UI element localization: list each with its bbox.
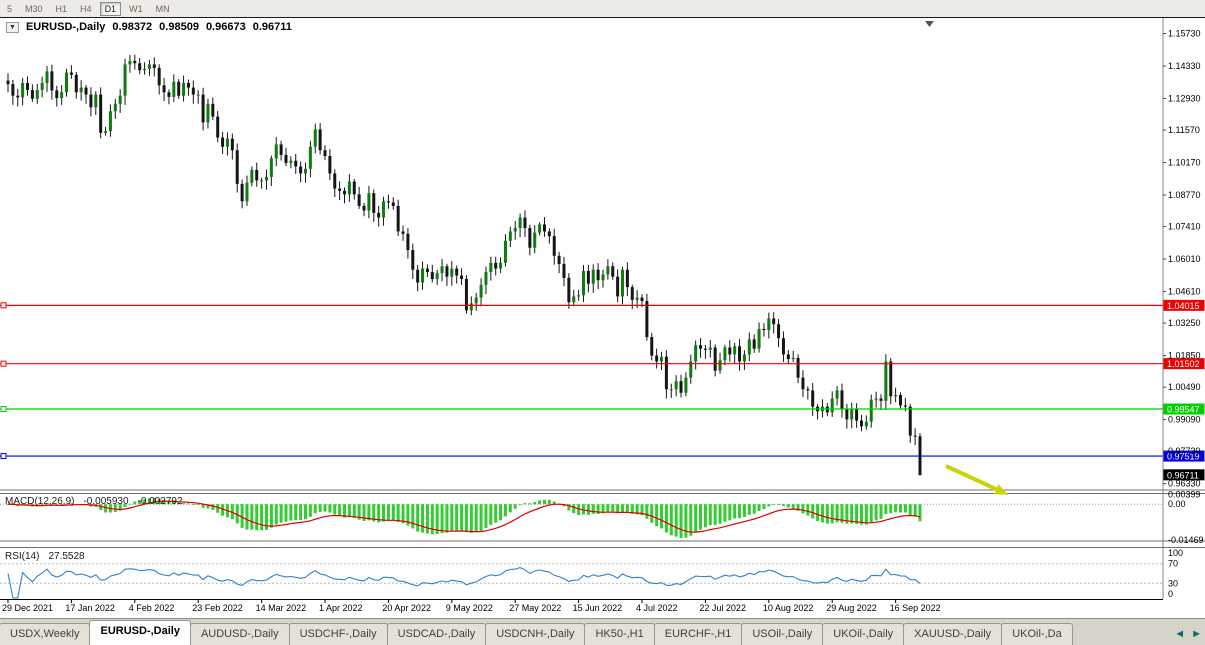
price-badge xyxy=(1163,403,1205,415)
ohlc-high: 0.98509 xyxy=(159,21,199,33)
tab-audusd-daily[interactable]: AUDUSD-,Daily xyxy=(189,623,290,645)
macd-indicator-label: MACD(12,26,9) -0.005930 -0.002792 xyxy=(5,496,183,507)
svg-text:4 Jul 2022: 4 Jul 2022 xyxy=(636,603,678,613)
tab-eurusd-daily[interactable]: EURUSD-,Daily xyxy=(89,620,191,645)
svg-text:1.00490: 1.00490 xyxy=(1168,382,1201,392)
tab-hk50-h1[interactable]: HK50-,H1 xyxy=(584,623,655,645)
svg-text:1.07410: 1.07410 xyxy=(1168,222,1201,232)
ohlc-open: 0.98372 xyxy=(112,21,153,33)
macd-signal-line xyxy=(7,500,921,533)
svg-text:1.08770: 1.08770 xyxy=(1168,190,1201,200)
tf-w1[interactable]: W1 xyxy=(129,3,143,14)
svg-text:1.04015: 1.04015 xyxy=(1167,301,1200,311)
tab-usdchf-daily[interactable]: USDCHF-,Daily xyxy=(288,623,388,645)
svg-text:1.11570: 1.11570 xyxy=(1168,125,1200,135)
scroll-shift-marker-icon[interactable] xyxy=(925,21,934,27)
svg-text:0.99090: 0.99090 xyxy=(1168,415,1201,425)
svg-text:1.15730: 1.15730 xyxy=(1168,29,1201,39)
time-axis[interactable]: 29 Dec 2021 17 Jan 2022 4 Feb 2022 23 Feb 2… xyxy=(0,599,1163,613)
rsi-line xyxy=(7,567,921,599)
current-price-badge xyxy=(1163,469,1205,481)
ohlc-low: 0.96673 xyxy=(205,21,246,33)
svg-text:4 Feb 2022: 4 Feb 2022 xyxy=(129,603,175,613)
svg-text:0.96330: 0.96330 xyxy=(1168,479,1201,489)
price-chart[interactable]: 1.04015 1.01502 0.99547 0.97519 1.15730 1.143… xyxy=(0,0,1205,618)
rsi-indicator-label: RSI(14) 27.5528 xyxy=(5,551,85,562)
tab-usdcad-daily[interactable]: USDCAD-,Daily xyxy=(386,623,487,645)
chart-title: ▼ EURUSD-,Daily 0.98372 0.98509 0.96673 … xyxy=(6,21,292,33)
svg-text:29 Dec 2021: 29 Dec 2021 xyxy=(2,603,53,613)
tab-usdx-weekly[interactable]: USDX,Weekly xyxy=(0,623,91,645)
svg-text:1.03250: 1.03250 xyxy=(1168,318,1201,328)
macd-main-value: -0.005930 xyxy=(83,496,129,507)
tf-h1[interactable]: H1 xyxy=(55,3,68,14)
svg-text:1.12930: 1.12930 xyxy=(1168,94,1201,104)
tf-h4[interactable]: H4 xyxy=(80,3,92,14)
candlestick-series[interactable] xyxy=(6,54,922,476)
macd-signal-value: -0.002792 xyxy=(137,496,183,507)
price-badge xyxy=(1163,358,1205,370)
rsi-name: RSI(14) xyxy=(5,551,40,562)
svg-text:1.01502: 1.01502 xyxy=(1167,359,1200,369)
tab-usoil-daily[interactable]: USOil-,Daily xyxy=(741,623,824,645)
tabs-scroll-right-icon[interactable]: ► xyxy=(1191,628,1202,640)
svg-text:0.99547: 0.99547 xyxy=(1167,405,1200,415)
trend-arrow-annotation[interactable] xyxy=(945,464,1008,495)
svg-text:15 Jun 2022: 15 Jun 2022 xyxy=(573,603,623,613)
svg-text:16 Sep 2022: 16 Sep 2022 xyxy=(890,603,941,613)
svg-text:1.10170: 1.10170 xyxy=(1168,158,1201,168)
svg-text:100: 100 xyxy=(1168,548,1183,558)
rsi-value: 27.5528 xyxy=(48,551,85,562)
svg-text:20 Apr 2022: 20 Apr 2022 xyxy=(382,603,431,613)
svg-text:14 Mar 2022: 14 Mar 2022 xyxy=(256,603,307,613)
ohlc-close: 0.96711 xyxy=(252,21,292,33)
price-badge xyxy=(1163,450,1205,462)
svg-text:0: 0 xyxy=(1168,589,1173,599)
tab-ukoil-2[interactable]: UKOil-,Da xyxy=(1001,623,1073,645)
tab-scroll-controls: ◄ ► xyxy=(1174,628,1202,640)
svg-text:-0.01469: -0.01469 xyxy=(1168,535,1204,545)
svg-text:0.00399: 0.00399 xyxy=(1168,490,1201,500)
tf-d1[interactable]: D1 xyxy=(99,1,122,16)
tab-ukoil-daily[interactable]: UKOil-,Daily xyxy=(822,623,905,645)
svg-text:29 Aug 2022: 29 Aug 2022 xyxy=(826,603,877,613)
svg-text:0.96711: 0.96711 xyxy=(1167,470,1199,480)
svg-text:23 Feb 2022: 23 Feb 2022 xyxy=(192,603,243,613)
macd-histogram xyxy=(6,497,922,539)
svg-text:1 Apr 2022: 1 Apr 2022 xyxy=(319,603,363,613)
price-badge xyxy=(1163,299,1205,311)
symbol-tabbar: USDX,Weekly EURUSD-,Daily AUDUSD-,Daily … xyxy=(0,618,1205,645)
svg-text:0.97730: 0.97730 xyxy=(1168,446,1201,456)
chart-symbol-label: EURUSD-,Daily xyxy=(25,21,106,33)
price-axis[interactable]: 1.15730 1.14330 1.12930 1.11570 1.10170 1.087… xyxy=(1162,18,1205,599)
svg-text:30: 30 xyxy=(1168,578,1178,588)
svg-text:17 Jan 2022: 17 Jan 2022 xyxy=(65,603,115,613)
macd-name: MACD(12,26,9) xyxy=(5,496,75,507)
svg-text:1.06010: 1.06010 xyxy=(1168,254,1201,264)
svg-text:0.97519: 0.97519 xyxy=(1167,452,1200,462)
svg-text:1.01850: 1.01850 xyxy=(1168,351,1201,361)
tf-m5[interactable]: 5 xyxy=(7,3,13,14)
svg-text:27 May 2022: 27 May 2022 xyxy=(509,603,561,613)
tab-usdcnh-daily[interactable]: USDCNH-,Daily xyxy=(485,623,586,645)
tab-eurchf-h1[interactable]: EURCHF-,H1 xyxy=(653,623,743,645)
svg-text:0.00: 0.00 xyxy=(1168,499,1186,509)
horizontal-lines[interactable]: 1.04015 1.01502 0.99547 0.97519 xyxy=(0,299,1205,462)
chevron-down-icon[interactable]: ▼ xyxy=(6,21,19,33)
tab-xauusd-daily[interactable]: XAUUSD-,Daily xyxy=(903,623,1003,645)
tabs-scroll-left-icon[interactable]: ◄ xyxy=(1174,628,1186,640)
svg-text:1.14330: 1.14330 xyxy=(1168,61,1201,71)
svg-text:9 May 2022: 9 May 2022 xyxy=(446,603,493,613)
svg-text:1.04610: 1.04610 xyxy=(1168,287,1201,297)
svg-text:10 Aug 2022: 10 Aug 2022 xyxy=(763,603,814,613)
symbol-tabs: USDX,Weekly EURUSD-,Daily AUDUSD-,Daily … xyxy=(0,620,1159,645)
tf-m30[interactable]: M30 xyxy=(25,3,43,14)
svg-text:22 Jul 2022: 22 Jul 2022 xyxy=(699,603,746,613)
tf-mn[interactable]: MN xyxy=(155,3,170,14)
svg-text:70: 70 xyxy=(1168,559,1178,569)
